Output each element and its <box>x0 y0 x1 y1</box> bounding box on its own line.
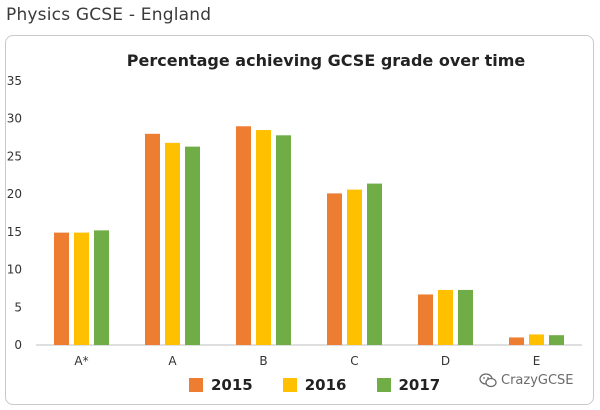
legend-item: 2017 <box>376 376 441 394</box>
legend-label: 2016 <box>304 376 347 394</box>
bar-2016-E <box>529 334 544 345</box>
x-tick-label: A <box>168 354 177 368</box>
bar-2015-D <box>418 294 433 345</box>
x-tick-label: E <box>533 354 541 368</box>
chart-title: Percentage achieving GCSE grade over tim… <box>126 51 526 70</box>
bar-2017-C <box>367 183 382 345</box>
y-tick-label: 0 <box>14 338 22 352</box>
y-tick-label: 30 <box>7 112 22 126</box>
bar-2017-B <box>276 135 291 345</box>
y-tick-label: 20 <box>7 187 22 201</box>
x-tick-label: B <box>259 354 267 368</box>
legend-swatch <box>189 378 203 392</box>
wechat-icon <box>479 373 497 388</box>
bar-2015-A <box>145 133 160 345</box>
y-tick-label: 15 <box>7 225 22 239</box>
legend-swatch <box>376 378 391 392</box>
y-tick-label: 5 <box>14 300 22 314</box>
x-tick-label: C <box>350 354 358 368</box>
y-tick-label: 25 <box>7 149 22 163</box>
bar-chart: 0 5 10 15 20 25 30 35 A* A B C D E <box>7 74 582 368</box>
legend-label: 2017 <box>398 376 441 394</box>
bar-2016-A <box>165 142 180 345</box>
x-tick-label: D <box>441 354 450 368</box>
bar-2015-B <box>236 126 251 345</box>
bar-2017-E <box>549 335 564 345</box>
chart-legend: 2015 2016 2017 <box>189 373 440 397</box>
bar-2016-B <box>256 130 271 345</box>
bar-2017-A <box>185 146 200 345</box>
bar-2016-D <box>438 289 453 345</box>
watermark: CrazyGCSE <box>479 373 574 388</box>
legend-swatch <box>282 378 297 392</box>
legend-item: 2016 <box>282 376 347 394</box>
bar-2017-D <box>458 289 473 345</box>
x-tick-label: A* <box>74 354 88 368</box>
bar-2015-A* <box>54 232 69 345</box>
page-title: Physics GCSE - England <box>6 5 212 25</box>
bar-2017-A* <box>94 230 109 345</box>
bar-2015-C <box>327 193 342 345</box>
legend-label: 2015 <box>211 376 253 394</box>
bar-2016-A* <box>74 232 89 345</box>
y-tick-label: 10 <box>7 263 22 277</box>
watermark-text: CrazyGCSE <box>501 373 574 388</box>
y-tick-label: 35 <box>7 74 22 88</box>
chart-frame: 0 5 10 15 20 25 30 35 A* A B C D E Percentage achievi… <box>5 35 594 405</box>
legend-item: 2015 <box>189 376 253 394</box>
bar-2016-C <box>347 189 362 345</box>
bar-2015-E <box>509 337 524 345</box>
